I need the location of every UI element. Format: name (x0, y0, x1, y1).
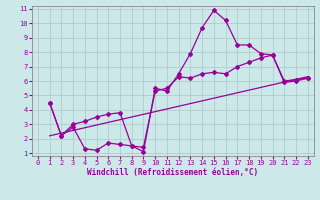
X-axis label: Windchill (Refroidissement éolien,°C): Windchill (Refroidissement éolien,°C) (87, 168, 258, 177)
